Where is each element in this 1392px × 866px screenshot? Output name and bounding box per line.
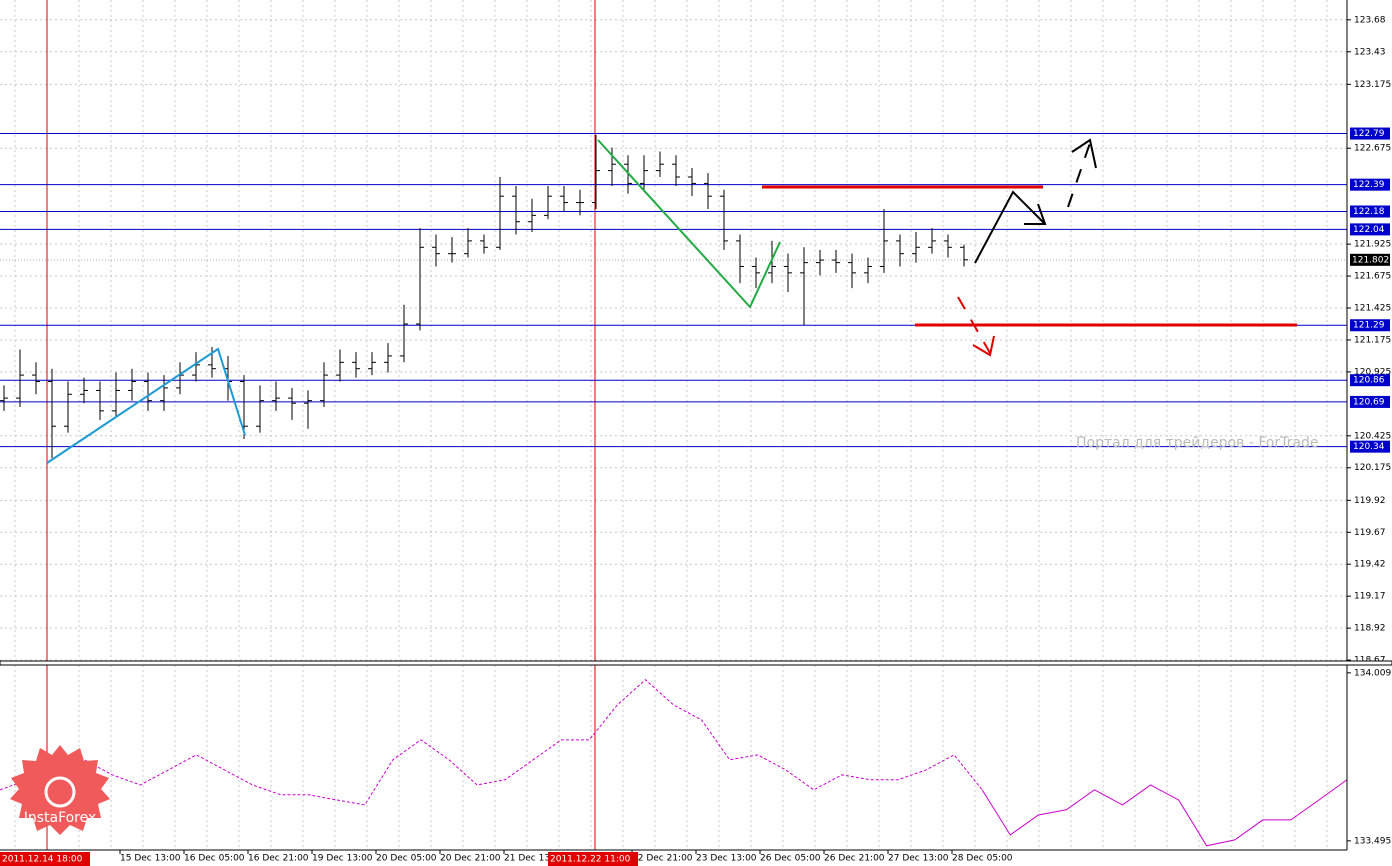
arrow-head: [972, 335, 995, 357]
x-tick-label: 28 Dec 05:00: [952, 854, 1013, 864]
x-tick-label: 16 Dec 05:00: [184, 854, 245, 864]
y-tick-label: 119.17: [1354, 592, 1386, 602]
y-tick-label: 123.175: [1354, 80, 1391, 90]
y-tick-label: 133.495: [1354, 836, 1391, 846]
annotations: [46, 138, 1297, 464]
x-tick-label: 22 Dec 21:00: [632, 854, 693, 864]
y-tick-label: 134.009: [1354, 668, 1391, 678]
level-label-bg: [1350, 205, 1390, 218]
y-tick-label: 122.675: [1354, 144, 1391, 154]
logo-badge: [10, 745, 110, 835]
y-tick-label: 119.42: [1354, 560, 1386, 570]
watermark: Портал для трейдеров - ForTrade: [1076, 435, 1319, 451]
y-tick-label: 118.92: [1354, 624, 1386, 634]
indicator-line: [0, 679, 983, 806]
arrow-head: [1071, 138, 1097, 169]
level-label-bg: [1350, 319, 1390, 332]
y-tick-label: 123.68: [1354, 15, 1386, 25]
level-label: 122.04: [1353, 225, 1385, 235]
marker-label-bg: [548, 852, 638, 866]
level-label-bg: [1350, 374, 1390, 387]
marker-label: 2011.12.14 18:00: [2, 855, 83, 865]
axis-strip: [1347, 0, 1392, 866]
x-tick-label: 20 Dec 05:00: [376, 854, 437, 864]
level-label: 120.69: [1353, 397, 1385, 407]
logo: InstaForex: [10, 745, 110, 835]
level-label-bg: [1350, 178, 1390, 191]
x-axis-strip: [0, 850, 1392, 866]
x-tick-label: 26 Dec 05:00: [760, 854, 821, 864]
y-tick-label: 119.67: [1354, 528, 1386, 538]
marker-label-bg: [0, 852, 90, 866]
y-tick-label: 120.425: [1354, 431, 1391, 441]
indicator-line: [981, 779, 1348, 847]
level-label: 120.34: [1353, 442, 1385, 452]
y-tick-label: 120.175: [1354, 463, 1391, 473]
marker-label: 2011.12.22 11:00: [550, 855, 631, 865]
level-label: 121.29: [1353, 321, 1385, 331]
x-tick-label: 21 Dec 13:00: [504, 854, 565, 864]
level-label-bg: [1350, 395, 1390, 408]
logo-icon: [44, 776, 76, 808]
y-tick-label: 121.925: [1354, 240, 1391, 250]
wave-line: [597, 139, 781, 309]
y-tick-label: 123.43: [1354, 47, 1386, 57]
level-label: 122.18: [1353, 207, 1385, 217]
x-tick-label: 19 Dec 13:00: [312, 854, 373, 864]
level-label-bg: [1350, 223, 1390, 236]
panel-separator: [0, 660, 1392, 666]
level-label-bg: [1350, 127, 1390, 140]
x-tick-label: 23 Dec 13:00: [696, 854, 757, 864]
arrow-head: [1024, 203, 1047, 225]
forecast-arrow: [957, 296, 991, 354]
x-tick-label: 16 Dec 21:00: [248, 854, 309, 864]
y-tick-label: 121.175: [1354, 335, 1391, 345]
level-label: 122.79: [1353, 129, 1385, 139]
y-tick-label: 119.92: [1354, 496, 1386, 506]
x-tick-label: 26 Dec 21:00: [824, 854, 885, 864]
wave-line: [46, 347, 246, 464]
forecast-arrow: [1067, 142, 1091, 208]
logo-text: InstaForex: [24, 810, 97, 826]
forecast-arrow: [974, 190, 1046, 264]
y-tick-label: 120.925: [1354, 367, 1391, 377]
x-tick-label: 15 Dec 13:00: [120, 854, 181, 864]
marks: [0, 133, 1348, 847]
level-label-bg: [1350, 440, 1390, 453]
last-price-label: 121.802: [1352, 255, 1389, 265]
y-tick-label: 121.675: [1354, 272, 1391, 282]
y-tick-label: 121.425: [1354, 303, 1391, 313]
x-tick-label: 20 Dec 21:00: [440, 854, 501, 864]
grid: [0, 0, 1347, 850]
last-price-bg: [1350, 253, 1390, 266]
x-tick-label: 27 Dec 13:00: [888, 854, 949, 864]
level-label: 122.39: [1353, 180, 1385, 190]
level-label: 120.86: [1353, 376, 1385, 386]
